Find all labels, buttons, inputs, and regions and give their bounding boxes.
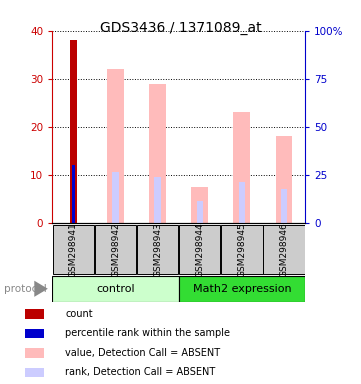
Bar [221, 225, 262, 274]
Polygon shape [34, 281, 48, 297]
Text: GSM298946: GSM298946 [279, 222, 288, 277]
Text: GSM298945: GSM298945 [238, 222, 246, 277]
Bar [25, 309, 44, 319]
Bar [155, 177, 161, 223]
Text: GSM298941: GSM298941 [69, 222, 78, 277]
Text: GSM298942: GSM298942 [111, 222, 120, 277]
Bar [179, 276, 305, 302]
Text: GSM298944: GSM298944 [195, 222, 204, 277]
Bar [25, 367, 44, 377]
Text: GSM298943: GSM298943 [153, 222, 162, 277]
Bar [191, 187, 208, 223]
Bar [197, 201, 203, 223]
Text: GDS3436 / 1371089_at: GDS3436 / 1371089_at [100, 21, 261, 35]
Text: rank, Detection Call = ABSENT: rank, Detection Call = ABSENT [65, 367, 216, 377]
Bar [281, 189, 287, 223]
Bar [149, 84, 166, 223]
Bar [53, 225, 94, 274]
Bar [137, 225, 178, 274]
Bar [72, 165, 75, 223]
Bar [25, 329, 44, 338]
Bar [25, 348, 44, 358]
Text: percentile rank within the sample: percentile rank within the sample [65, 328, 230, 338]
Text: Math2 expression: Math2 expression [192, 284, 291, 294]
Text: count: count [65, 309, 93, 319]
Text: value, Detection Call = ABSENT: value, Detection Call = ABSENT [65, 348, 221, 358]
Text: protocol: protocol [4, 284, 46, 294]
Bar [179, 225, 220, 274]
Text: control: control [96, 284, 135, 294]
Bar [275, 136, 292, 223]
Bar [239, 182, 245, 223]
Bar [112, 172, 119, 223]
Bar [70, 40, 77, 223]
Bar [95, 225, 136, 274]
Bar [107, 69, 124, 223]
Bar [234, 112, 250, 223]
Bar [264, 225, 305, 274]
Bar [52, 276, 179, 302]
